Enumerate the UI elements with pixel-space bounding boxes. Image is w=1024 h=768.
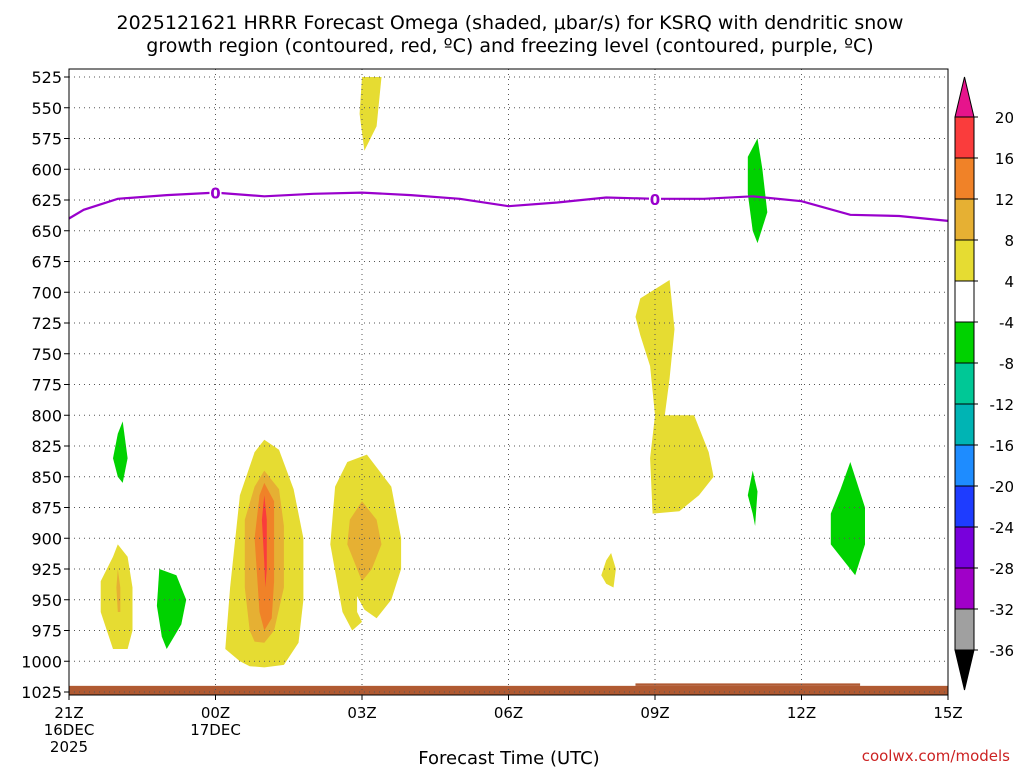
freezing-label-bg-1 (649, 190, 661, 207)
freezing-level-label: 0 (210, 185, 220, 203)
y-tick-label: 650 (31, 222, 62, 241)
colorbar-swatch--24 (954, 485, 975, 528)
x-tick-label: 00Z (201, 704, 230, 722)
colorbar-swatch--4 (954, 280, 975, 323)
colorbar-swatch-4 (954, 239, 975, 282)
y-tick-label: 1000 (21, 652, 62, 671)
omega-region-3 (261, 495, 267, 588)
source-credit: coolwx.com/models (862, 747, 1010, 765)
omega-region-7 (100, 544, 133, 649)
y-tick-label: 900 (31, 529, 62, 548)
colorbar-swatch--16 (954, 403, 975, 446)
y-tick-label: 600 (31, 160, 62, 179)
y-tick-label: 975 (31, 622, 62, 641)
colorbar-swatch--32 (954, 567, 975, 610)
chart-title-line-1: 2025121621 HRRR Forecast Omega (shaded, … (117, 12, 904, 34)
colorbar-label: 20 (995, 109, 1014, 127)
y-tick-label: 925 (31, 560, 62, 579)
omega-region-13 (747, 138, 768, 244)
colorbar-top-arrow (954, 76, 975, 118)
y-tick-label: 625 (31, 191, 62, 210)
colorbar-label: 16 (995, 150, 1014, 168)
omega-region-5 (347, 501, 382, 582)
y-tick-label: 950 (31, 591, 62, 610)
colorbar-label: -16 (990, 437, 1015, 455)
x-tick-date: 17DEC (190, 721, 241, 739)
freezing-level-line (68, 191, 949, 222)
y-tick-label: 875 (31, 499, 62, 518)
colorbar-swatch--36 (954, 608, 975, 651)
omega-region-15 (830, 462, 865, 576)
y-tick-label: 700 (31, 283, 62, 302)
freezing-level-label: 0 (650, 191, 660, 209)
x-axis-title: Forecast Time (UTC) (418, 748, 599, 768)
colorbar-label: 4 (1004, 273, 1014, 291)
x-tick-year: 2025 (50, 738, 88, 756)
omega-region-6 (359, 77, 382, 151)
x-tick-label: 15Z (933, 704, 962, 722)
colorbar-swatch-16 (954, 116, 975, 159)
y-tick-label: 725 (31, 314, 62, 333)
surface-bump-0 (635, 683, 861, 686)
colorbar-label: -8 (999, 355, 1014, 373)
omega-region-9 (635, 280, 714, 514)
plot-frame (68, 68, 949, 696)
colorbar-label: -32 (990, 601, 1015, 619)
plot-grid (68, 69, 949, 695)
x-tick-label: 21Z (54, 704, 83, 722)
omega-region-11 (113, 421, 128, 483)
colorbar-bottom-arrow (954, 649, 975, 691)
colorbar-swatch-12 (954, 157, 975, 200)
surface-terrain-band (69, 683, 948, 695)
y-tick-label: 550 (31, 99, 62, 118)
colorbar-label: -28 (990, 560, 1015, 578)
y-tick-label: 575 (31, 130, 62, 149)
chart-title-line-2: growth region (contoured, red, ºC) and f… (146, 35, 873, 57)
colorbar-label: -36 (990, 642, 1015, 660)
colorbar-swatch--28 (954, 526, 975, 569)
colorbar-swatch--8 (954, 321, 975, 364)
colorbar-label: 8 (1004, 232, 1014, 250)
x-tick-label: 06Z (494, 704, 523, 722)
colorbar-swatch--20 (954, 444, 975, 487)
colorbar-swatch-8 (954, 198, 975, 241)
omega-region-14 (747, 470, 758, 526)
colorbar-label: 12 (995, 191, 1014, 209)
colorbar-label: -24 (990, 519, 1015, 537)
omega-region-10 (601, 553, 616, 588)
pressure-axis: 525 550 575 600 625 650 675 700 725 750 775 800 825 8… (21, 68, 69, 702)
colorbar-label: -4 (999, 314, 1014, 332)
freezing-label-bg-0 (209, 184, 222, 201)
colorbar-swatch--12 (954, 362, 975, 405)
y-tick-label: 800 (31, 406, 62, 425)
colorbar-label: -20 (990, 478, 1015, 496)
omega-region-8 (116, 569, 121, 612)
x-tick-label: 03Z (347, 704, 376, 722)
omega-region-12 (156, 569, 187, 649)
colorbar-label: -12 (990, 396, 1015, 414)
y-tick-label: 825 (31, 437, 62, 456)
y-tick-label: 675 (31, 253, 62, 272)
y-tick-label: 525 (31, 68, 62, 87)
omega-shaded-contours (100, 77, 865, 668)
surface-band (69, 685, 948, 695)
x-tick-label: 09Z (640, 704, 669, 722)
omega-colorbar: 20 16 12 8 4 -4 -8 -12 -16 -20 -24 -28 -32 -36 (954, 76, 1015, 691)
x-tick-label: 12Z (787, 704, 816, 722)
y-tick-label: 775 (31, 376, 62, 395)
y-tick-label: 1025 (21, 683, 62, 702)
y-tick-label: 850 (31, 468, 62, 487)
x-tick-date: 16DEC (44, 721, 95, 739)
y-tick-label: 750 (31, 345, 62, 364)
